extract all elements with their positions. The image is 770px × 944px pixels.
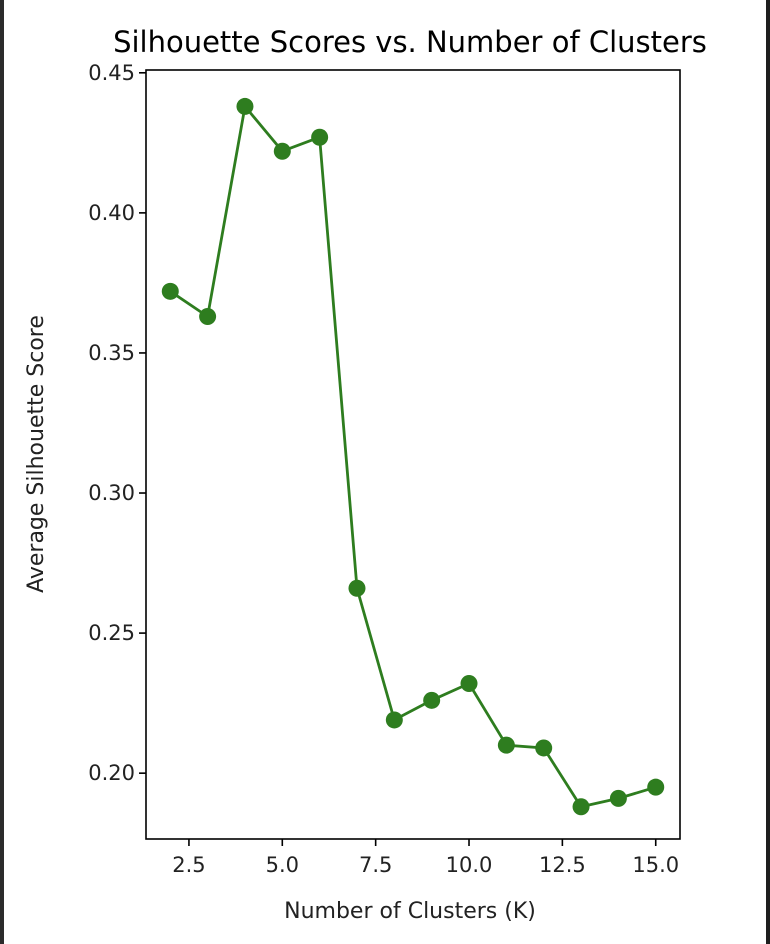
data-point xyxy=(572,798,590,816)
data-point xyxy=(311,128,329,146)
series-line xyxy=(169,105,657,809)
y-tick-label: 0.20 xyxy=(88,761,135,785)
data-point xyxy=(161,282,179,300)
x-tick-label: 15.0 xyxy=(632,853,679,877)
y-tick-label: 0.45 xyxy=(88,61,135,85)
y-tick-label: 0.35 xyxy=(88,341,135,365)
y-tick-label: 0.25 xyxy=(88,621,135,645)
x-tick-label: 5.0 xyxy=(266,853,299,877)
data-point xyxy=(497,736,515,754)
plot-area: 2.5 5.0 7.5 10.0 12.5 15.0 0.20 0.25 0.30 0.35 0.4… xyxy=(88,61,681,877)
data-point xyxy=(199,308,217,326)
data-point xyxy=(423,691,441,709)
data-point xyxy=(273,142,291,160)
data-point xyxy=(236,97,254,115)
y-tick-label: 0.30 xyxy=(88,481,135,505)
x-axis-label: Number of Clusters (K) xyxy=(284,899,536,924)
y-tick-label: 0.40 xyxy=(88,201,135,225)
data-point xyxy=(385,711,403,729)
chart-canvas xyxy=(4,0,770,944)
x-tick-label: 2.5 xyxy=(172,853,205,877)
chart-title: Silhouette Scores vs. Number of Clusters xyxy=(113,25,707,59)
data-point xyxy=(460,675,478,693)
data-point xyxy=(535,739,553,757)
x-tick-label: 10.0 xyxy=(446,853,493,877)
plot-frame xyxy=(145,69,681,840)
x-tick-label: 7.5 xyxy=(359,853,392,877)
data-point xyxy=(348,579,366,597)
y-axis-label: Average Silhouette Score xyxy=(24,315,49,593)
data-point xyxy=(609,789,627,807)
x-tick-label: 12.5 xyxy=(539,853,586,877)
data-point xyxy=(647,778,665,796)
